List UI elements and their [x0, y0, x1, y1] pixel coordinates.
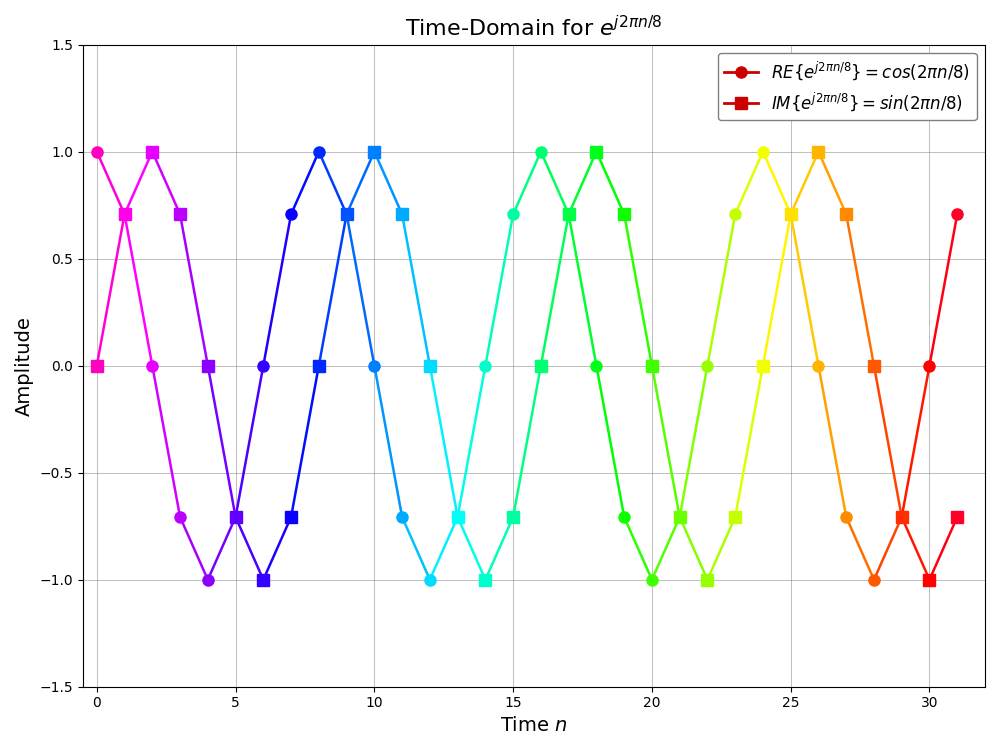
Title: Time-Domain for $e^{j2\pi n/8}$: Time-Domain for $e^{j2\pi n/8}$: [405, 15, 663, 40]
X-axis label: Time $n$: Time $n$: [500, 716, 568, 735]
Legend: $RE\{e^{j2\pi n/8}\} = cos(2\pi n/8)$, $IM\{e^{j2\pi n/8}\} = sin(2\pi n/8)$: $RE\{e^{j2\pi n/8}\} = cos(2\pi n/8)$, $…: [718, 53, 977, 120]
Y-axis label: Amplitude: Amplitude: [15, 316, 34, 416]
